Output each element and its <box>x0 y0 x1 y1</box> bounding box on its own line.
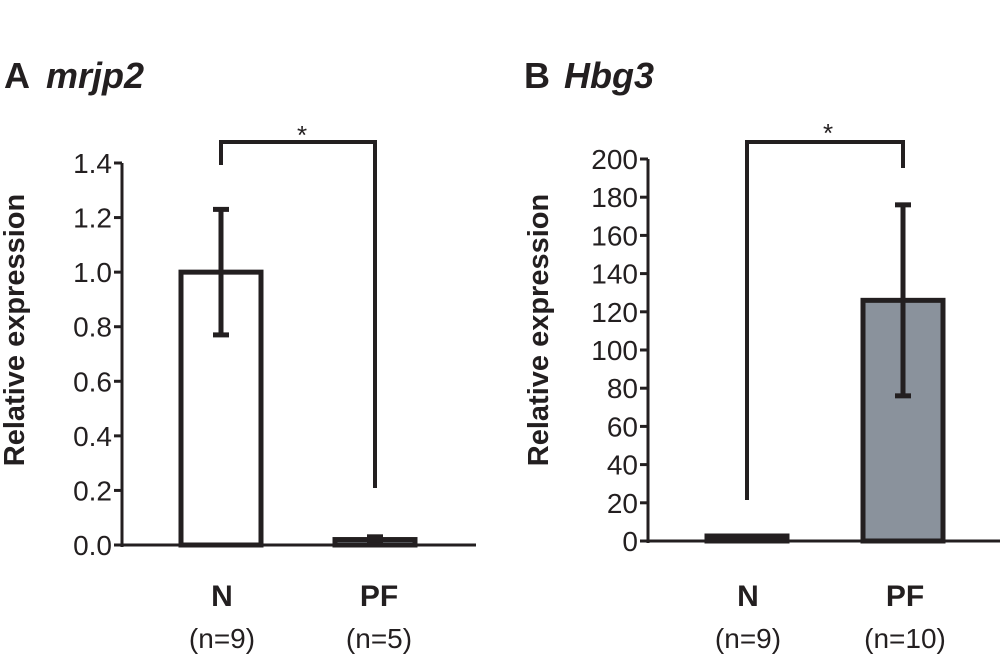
panel-b-sample-size-pf: (n=10) <box>864 623 946 654</box>
panel-b-tick-label: 140 <box>591 259 638 290</box>
panel-a-gene-title: mrjp2 <box>46 55 144 96</box>
panel-a-category-n: N <box>211 580 233 613</box>
panel-a-bars <box>178 206 418 548</box>
panel-a-tick-label: 0.0 <box>73 530 112 561</box>
panel-b-tick-label: 180 <box>591 182 638 213</box>
panel-b-sample-size-n: (n=9) <box>715 623 781 654</box>
panel-a-tick-label: 0.2 <box>73 475 112 506</box>
panel-b-tick-label: 120 <box>591 297 638 328</box>
panel-a-axes <box>120 163 476 547</box>
panel-a: A mrjp2 Relative expression 0.0 0.2 0.4 0.6… <box>0 55 476 654</box>
panel-a-letter: A <box>4 55 30 96</box>
panel-a-bracket-line <box>219 140 377 488</box>
panel-a-tick-label: 0.4 <box>73 421 112 452</box>
panel-b-tick-label: 80 <box>607 373 638 404</box>
panel-b-significance-bracket: * <box>745 118 905 500</box>
panel-a-sample-size-n: (n=9) <box>189 623 255 654</box>
panel-b-tick-label: 200 <box>591 144 638 175</box>
panel-b-bars <box>704 202 946 544</box>
panel-b-letter: B <box>524 55 550 96</box>
panel-b-bracket-line <box>745 140 905 500</box>
panel-b-category-pf: PF <box>886 580 924 613</box>
panel-a-significance-star: * <box>297 120 307 150</box>
panel-b-gene-title: Hbg3 <box>564 55 654 96</box>
panel-b-significance-star: * <box>823 118 833 148</box>
panel-b-tick-label: 40 <box>607 450 638 481</box>
panel-a-significance-bracket: * <box>219 120 377 488</box>
panel-b-axes <box>646 159 1000 543</box>
panel-b-y-axis-label: Relative expression <box>523 194 555 466</box>
panel-a-sample-size-pf: (n=5) <box>346 623 412 654</box>
panel-a-category-pf: PF <box>360 580 398 613</box>
panel-b: B Hbg3 Relative expression 0 20 40 60 80 100 1… <box>523 55 1000 654</box>
panel-b-y-ticks: 0 20 40 60 80 100 120 140 160 180 200 <box>591 144 648 557</box>
panel-a-tick-label: 1.0 <box>73 257 112 288</box>
panel-a-y-ticks: 0.0 0.2 0.4 0.6 0.8 1.0 1.2 1.4 <box>73 148 122 561</box>
panel-a-tick-label: 0.8 <box>73 312 112 343</box>
panel-a-tick-label: 0.6 <box>73 366 112 397</box>
panel-b-tick-label: 20 <box>607 488 638 519</box>
panel-b-tick-label: 160 <box>591 220 638 251</box>
panel-b-tick-label: 0 <box>622 526 638 557</box>
panel-b-tick-label: 100 <box>591 335 638 366</box>
panel-b-tick-label: 60 <box>607 411 638 442</box>
panel-a-y-axis-label: Relative expression <box>0 194 31 466</box>
panel-a-tick-label: 1.2 <box>73 203 112 234</box>
panel-a-tick-label: 1.4 <box>73 148 112 179</box>
panel-b-category-n: N <box>737 580 759 613</box>
panel-b-bar-n <box>704 533 790 544</box>
